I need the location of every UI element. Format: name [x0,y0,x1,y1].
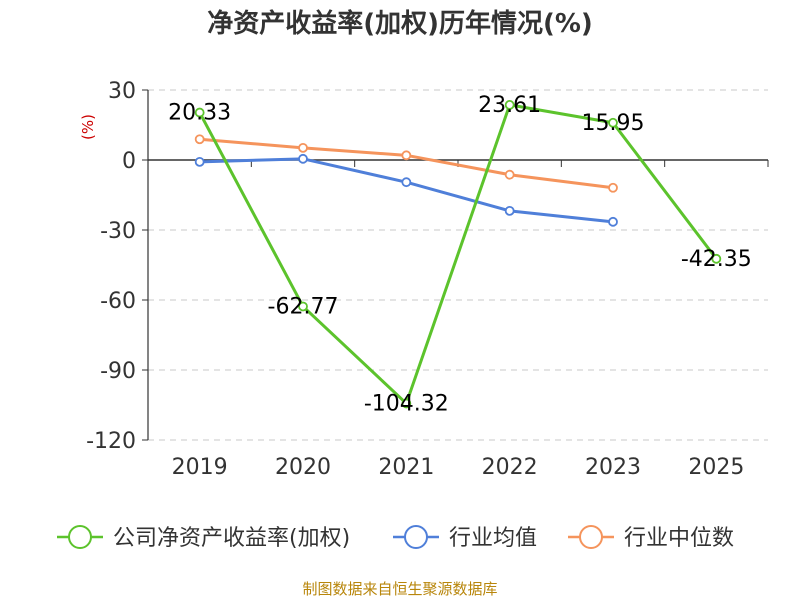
series-point [401,150,412,161]
x-tick-label: 2020 [275,455,331,480]
y-tick-label: -30 [100,219,136,244]
legend-label: 行业均值 [449,526,537,551]
data-label: -104.32 [364,391,449,416]
data-label: 23.61 [478,93,541,118]
series-point [298,301,308,312]
series-point [608,117,618,128]
series-point [194,156,205,167]
legend-label: 公司净资产收益率(加权) [113,526,350,551]
source-note: 制图数据来自恒生聚源数据库 [302,580,497,598]
series-group [194,100,722,409]
series-point [298,142,308,153]
x-tick-label: 2021 [378,455,434,480]
y-tick-label: 0 [122,149,136,174]
legend-label: 行业中位数 [624,526,734,551]
legend-marker [404,525,428,549]
y-tick-label: 30 [108,79,136,104]
series-point [298,153,308,164]
series-point [504,169,515,180]
x-tick-label: 2025 [688,455,744,480]
grid-lines [148,89,768,441]
x-tick-label: 2023 [585,455,641,480]
x-tick-label: 2022 [482,455,538,480]
x-tick-label: 2019 [172,455,228,480]
legend-marker [579,525,603,549]
series-point [504,205,515,216]
series-point [504,100,515,110]
y-tick-label: -120 [86,429,136,454]
series-point [401,177,412,188]
data-label: 20.33 [168,101,231,126]
data-label: -42.35 [681,247,752,272]
legend: 公司净资产收益率(加权) 行业均值 行业中位数 [57,525,734,551]
axes: 30 0 -30 -60 -90 -120 2019 2020 2021 2022 2023 2025 [86,79,769,480]
series-point [608,182,618,193]
series-point [608,216,618,227]
series-point [194,134,205,145]
series-line [198,103,718,405]
series-point [711,253,722,264]
legend-marker [68,525,92,549]
chart-title: 净资产收益率(加权)历年情况(%) [207,8,593,39]
data-label: -62.77 [268,294,339,319]
y-tick-label: -60 [100,289,136,314]
series-point [194,107,205,118]
y-tick-label: -90 [100,359,136,384]
series-point [401,398,412,409]
series-line [199,157,614,224]
y-axis-unit-label: (%) [79,114,97,140]
data-label: 15.95 [582,111,645,136]
data-labels: 20.33 -62.77 -104.32 23.61 15.95 -42.35 [168,93,752,417]
